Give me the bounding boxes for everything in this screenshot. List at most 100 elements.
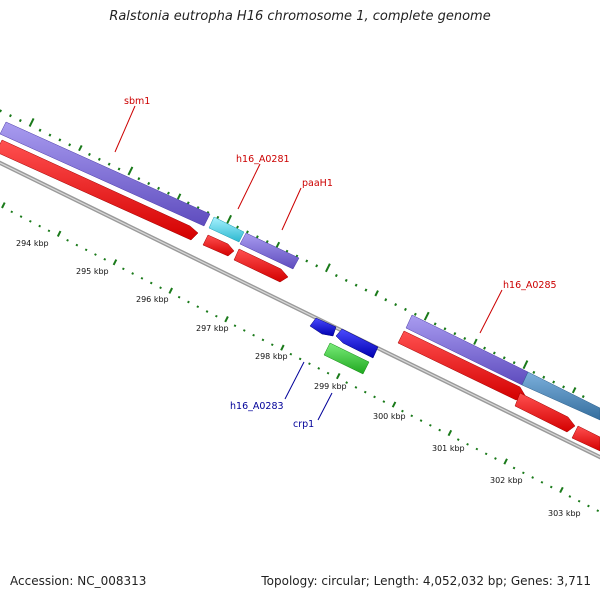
inner-tick — [503, 458, 508, 465]
outer-tick — [216, 215, 220, 219]
outer-tick — [28, 117, 35, 127]
inner-tick — [168, 287, 173, 294]
inner-tick — [66, 238, 69, 242]
inner-tick — [577, 499, 581, 503]
gene-h16-a0281-bar[interactable] — [208, 216, 245, 243]
kbp-label: 301 kbp — [432, 444, 465, 453]
outer-tick — [463, 336, 467, 341]
inner-tick — [38, 224, 41, 228]
outer-tick — [107, 162, 111, 166]
outer-tick — [334, 273, 338, 278]
inner-tick — [270, 343, 274, 347]
cds-paah1-arrow[interactable] — [233, 248, 289, 283]
inner-tick — [10, 210, 14, 214]
inner-tick — [373, 395, 376, 399]
inner-tick — [438, 428, 441, 432]
inner-tick-ring — [1, 202, 600, 513]
kbp-label: 297 kbp — [196, 324, 229, 333]
cds-steel-arrow[interactable] — [514, 392, 576, 433]
inner-tick — [187, 300, 190, 304]
outer-tick — [157, 186, 161, 190]
inner-tick — [540, 480, 544, 484]
inner-tick — [475, 447, 479, 451]
outer-tick — [483, 346, 487, 350]
outer-tick — [562, 385, 565, 389]
outer-tick — [552, 380, 556, 384]
label-paah1[interactable]: paaH1 — [302, 178, 333, 189]
label-h16-a0285[interactable]: h16_A0285 — [503, 280, 557, 291]
outer-tick — [255, 235, 259, 239]
cds-edge-arrow[interactable] — [571, 425, 600, 452]
label-crp1[interactable]: crp1 — [293, 419, 314, 430]
forward-genes — [0, 121, 600, 421]
outer-tick — [87, 152, 91, 157]
inner-tick — [587, 504, 590, 508]
inner-tick — [112, 259, 118, 266]
inner-tick — [522, 471, 525, 475]
kbp-label: 294 kbp — [16, 239, 49, 248]
cds-h16-a0281-arrow[interactable] — [202, 234, 235, 257]
gene-sbm1-bar[interactable] — [0, 121, 211, 227]
inner-tick — [429, 423, 432, 427]
inner-tick — [233, 324, 237, 328]
inner-tick — [289, 352, 293, 356]
outer-tick — [512, 361, 516, 365]
inner-tick — [122, 267, 125, 271]
kbp-label: 300 kbp — [373, 412, 406, 421]
genome-stats: Topology: circular; Length: 4,052,032 bp… — [261, 574, 591, 588]
outer-tick — [127, 166, 134, 176]
outer-tick — [147, 181, 151, 186]
label-h16-a0283[interactable]: h16_A0283 — [230, 401, 284, 412]
outer-tick — [581, 395, 585, 399]
inner-tick — [354, 386, 358, 389]
inner-tick — [559, 486, 564, 494]
kbp-label: 295 kbp — [76, 267, 109, 276]
inner-tick — [456, 438, 460, 441]
gene-h16-a0283-bar[interactable] — [309, 317, 337, 337]
inner-tick — [549, 485, 553, 489]
inner-tick — [382, 400, 386, 403]
gene-steel-bar[interactable] — [521, 371, 600, 421]
kbp-label: 296 kbp — [136, 295, 169, 304]
label-h16-a0281[interactable]: h16_A0281 — [236, 154, 290, 165]
outer-tick — [38, 128, 42, 132]
inner-tick — [494, 457, 497, 460]
outer-tick — [492, 351, 496, 355]
outer-tick — [245, 230, 249, 234]
outer-tick — [344, 278, 348, 282]
gene-paah1-bar[interactable] — [239, 232, 300, 270]
outer-tick — [186, 201, 190, 205]
outer-tick — [58, 138, 62, 142]
kbp-label: 298 kbp — [255, 352, 288, 361]
label-sbm1[interactable]: sbm1 — [124, 96, 150, 107]
inner-tick — [261, 338, 265, 342]
outer-tick-ring — [0, 109, 585, 399]
inner-tick — [308, 362, 311, 366]
inner-tick — [317, 367, 321, 370]
outer-tick — [423, 311, 430, 321]
outer-tick — [275, 241, 281, 249]
inner-tick — [466, 442, 469, 446]
gene-blue-2-bar[interactable] — [335, 328, 379, 359]
cds-sbm1-arrow[interactable] — [0, 139, 199, 241]
inner-tick — [363, 390, 367, 394]
inner-tick — [103, 257, 107, 261]
outer-tick — [137, 177, 141, 181]
gene-labels: sbm1 h16_A0281 paaH1 h16_A0285 h16_A0283… — [124, 96, 557, 430]
inner-tick — [140, 276, 144, 280]
inner-tick — [56, 230, 62, 237]
inner-tick — [47, 229, 51, 233]
inner-tick — [596, 509, 600, 513]
inner-tick — [410, 414, 414, 418]
outer-tick — [167, 191, 170, 195]
inner-tick — [484, 452, 488, 456]
inner-tick — [419, 419, 423, 422]
inner-tick — [252, 333, 255, 337]
outer-tick — [542, 375, 546, 379]
outer-tick — [443, 327, 447, 331]
outer-tick — [473, 338, 478, 345]
inner-tick — [205, 310, 209, 313]
gene-crp1-bar[interactable] — [323, 342, 370, 375]
inner-tick — [401, 409, 404, 413]
inner-tick — [326, 371, 330, 375]
